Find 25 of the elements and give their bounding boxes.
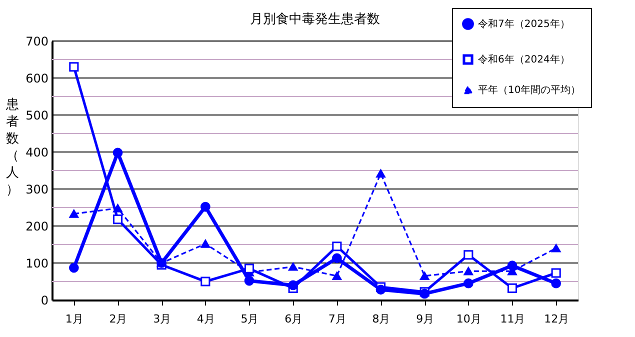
y-tick-label: 100	[26, 256, 48, 270]
legend-label: 令和6年（2024年）	[478, 54, 570, 66]
y-axis-title: 患者数（人）	[5, 98, 19, 198]
legend-label: 令和7年（2025年）	[478, 18, 570, 30]
y-tick-label: 200	[26, 220, 48, 234]
y-tick-label: 400	[26, 146, 48, 160]
x-tick-label: 5月	[240, 312, 259, 326]
x-tick-label: 4月	[196, 312, 215, 326]
x-tick-label: 2月	[109, 312, 128, 326]
x-tick-label: 3月	[153, 312, 172, 326]
y-tick-label: 500	[26, 108, 48, 122]
x-tick-label: 9月	[416, 312, 434, 326]
legend-label: 平年（10年間の平均）	[478, 84, 581, 96]
x-tick-label: 10月	[456, 312, 482, 326]
x-tick-label: 1月	[65, 312, 84, 326]
y-tick-label: 700	[26, 34, 48, 48]
x-tick-label: 8月	[372, 312, 390, 326]
x-tick-label: 7月	[328, 312, 346, 326]
x-tick-label: 12月	[544, 312, 570, 326]
y-tick-label: 0	[40, 294, 48, 308]
x-tick-label: 6月	[284, 312, 303, 326]
chart-title: 月別食中毒発生患者数	[250, 12, 380, 27]
y-tick-label: 600	[26, 72, 48, 86]
y-tick-label: 300	[26, 182, 48, 196]
x-tick-label: 11月	[500, 312, 526, 326]
